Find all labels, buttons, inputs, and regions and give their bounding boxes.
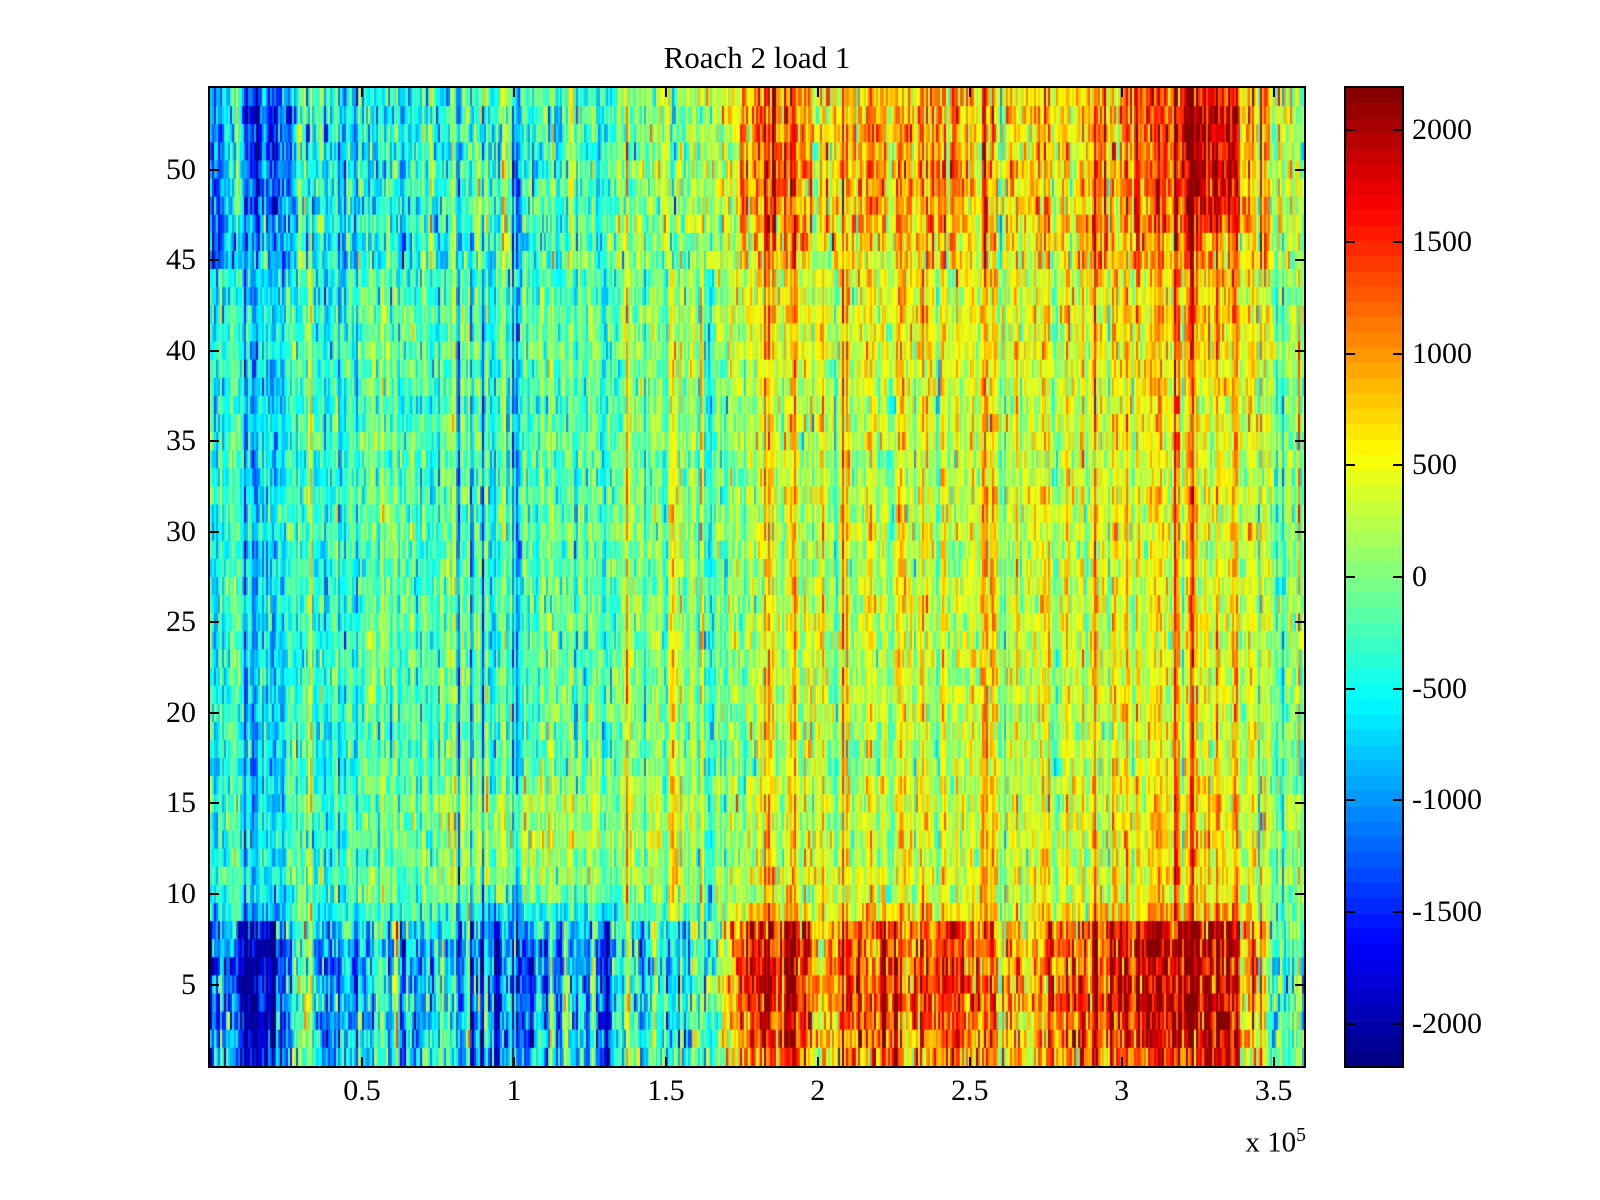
y-axis-tick: [210, 892, 219, 895]
colorbar: [1344, 86, 1404, 1068]
y-axis-tick: [210, 259, 219, 262]
colorbar-tick-left: [1346, 1022, 1355, 1025]
x-axis-tick: [1120, 1057, 1123, 1066]
colorbar-tick-label: -500: [1412, 671, 1467, 705]
colorbar-tick-right: [1393, 241, 1402, 244]
y-axis-tick-right: [1295, 711, 1304, 714]
colorbar-tick-label: -2000: [1412, 1006, 1482, 1040]
colorbar-tick-label: 1000: [1412, 336, 1472, 370]
colorbar-tick-left: [1346, 687, 1355, 690]
colorbar-tick-label: 2000: [1412, 113, 1472, 147]
y-axis-tick-label: 30: [166, 514, 196, 548]
y-axis-tick-right: [1295, 530, 1304, 533]
colorbar-tick-right: [1393, 129, 1402, 132]
x-axis-tick-top: [512, 88, 515, 97]
y-axis-tick-right: [1295, 802, 1304, 805]
x-axis-exponent-label: x 105: [1106, 1118, 1306, 1160]
heatmap-plot-area: [208, 86, 1306, 1068]
y-axis-tick: [210, 349, 219, 352]
colorbar-tick-left: [1346, 129, 1355, 132]
colorbar-tick-left: [1346, 352, 1355, 355]
colorbar-tick-left: [1346, 464, 1355, 467]
x-axis-tick-label: 2: [810, 1074, 826, 1107]
x-axis-tick: [512, 1057, 515, 1066]
y-axis-tick-right: [1295, 440, 1304, 443]
x-axis-tick-label: 1.5: [647, 1074, 685, 1107]
x-axis-tick-top: [968, 88, 971, 97]
y-axis-tick-right: [1295, 983, 1304, 986]
x-axis-tick-label: 3.5: [1254, 1074, 1293, 1107]
x-axis-tick-label: 2.5: [950, 1074, 989, 1107]
colorbar-tick-label: 500: [1412, 448, 1457, 482]
y-axis-tick-right: [1295, 892, 1304, 895]
y-axis-tick-right: [1295, 349, 1304, 352]
x-axis-tick-label: 3: [1114, 1074, 1130, 1107]
colorbar-tick-label: 1500: [1412, 225, 1472, 259]
x-axis-tick-top: [664, 88, 667, 97]
colorbar-tick-left: [1346, 799, 1355, 802]
x-axis-tick-label: 1: [506, 1074, 522, 1107]
y-axis-tick: [210, 802, 219, 805]
colorbar-tick-label: -1000: [1412, 783, 1482, 817]
y-axis-tick-label: 15: [166, 786, 196, 820]
y-axis-tick-right: [1295, 621, 1304, 624]
x-axis-tick: [664, 1057, 667, 1066]
heatmap-canvas: [210, 88, 1304, 1066]
y-axis-tick-label: 45: [166, 243, 196, 277]
colorbar-tick-left: [1346, 910, 1355, 913]
x-axis-tick: [360, 1057, 363, 1066]
x-axis-tick-top: [816, 88, 819, 97]
exponent-base: x 10: [1245, 1126, 1297, 1159]
y-axis-tick-label: 5: [181, 967, 196, 1001]
colorbar-tick-right: [1393, 910, 1402, 913]
colorbar-tick-right: [1393, 464, 1402, 467]
colorbar-tick-left: [1346, 576, 1355, 578]
colorbar-tick-label: -1500: [1412, 894, 1482, 928]
y-axis-tick-label: 35: [166, 424, 196, 458]
colorbar-tick-right: [1393, 352, 1402, 355]
colorbar-tick-right: [1393, 687, 1402, 690]
y-axis-tick: [210, 168, 219, 171]
y-axis-tick: [210, 711, 219, 714]
x-axis-tick-top: [1120, 88, 1123, 97]
colorbar-tick-right: [1393, 576, 1402, 578]
y-axis-tick: [210, 440, 219, 443]
y-axis-tick-label: 20: [166, 695, 196, 729]
y-axis-tick-label: 10: [166, 876, 196, 910]
y-axis-tick-label: 25: [166, 605, 196, 639]
colorbar-tick-right: [1393, 799, 1402, 802]
chart-title: Roach 2 load 1: [663, 40, 851, 75]
y-axis-tick-right: [1295, 168, 1304, 171]
y-axis-tick-label: 50: [166, 152, 196, 186]
colorbar-tick-left: [1346, 241, 1355, 244]
x-axis-tick: [968, 1057, 971, 1066]
x-axis-tick: [816, 1057, 819, 1066]
x-axis-tick-label: 0.5: [343, 1074, 381, 1107]
x-axis-tick: [1272, 1057, 1275, 1066]
colorbar-tick-label: 0: [1412, 560, 1427, 593]
colorbar-canvas: [1346, 88, 1402, 1066]
x-axis-tick-top: [360, 88, 363, 97]
y-axis-tick: [210, 621, 219, 624]
y-axis-tick: [210, 530, 219, 533]
exponent-power: 5: [1296, 1124, 1306, 1146]
x-axis-tick-top: [1272, 88, 1275, 97]
colorbar-tick-right: [1393, 1022, 1402, 1025]
y-axis-tick-label: 40: [166, 333, 196, 367]
y-axis-tick: [210, 983, 219, 986]
y-axis-tick-right: [1295, 259, 1304, 262]
